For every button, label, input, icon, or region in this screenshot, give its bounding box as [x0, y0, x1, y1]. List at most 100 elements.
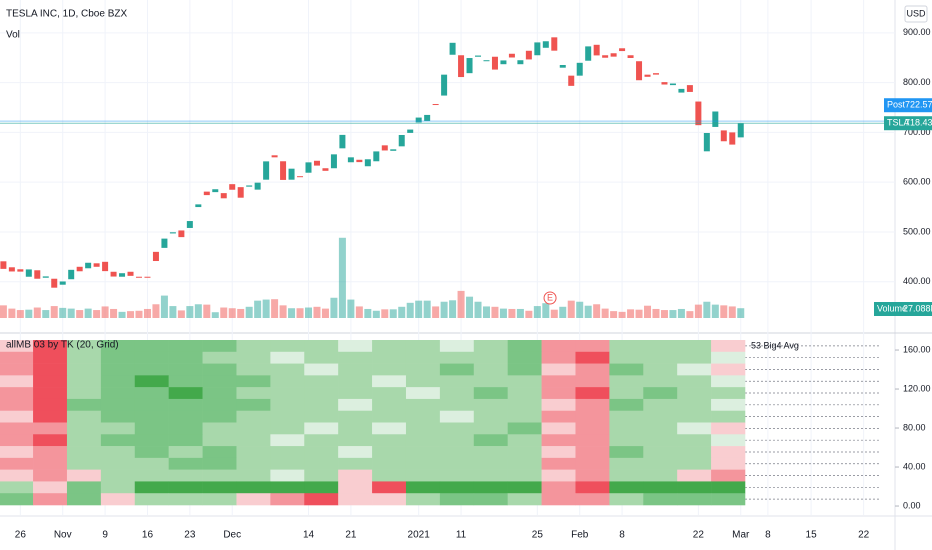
heat-cell — [507, 363, 542, 376]
last-name: TSLA — [887, 118, 910, 128]
heat-cell — [405, 446, 441, 459]
candle-body — [593, 44, 600, 56]
heat-cell — [66, 398, 102, 412]
volume-bar — [372, 310, 380, 318]
heat-cell — [473, 387, 508, 400]
heat-cell — [0, 493, 34, 506]
candle-body — [237, 187, 244, 198]
y-tick-label: 700.00 — [903, 127, 931, 137]
heat-cell — [643, 469, 678, 482]
heat-cell — [168, 398, 203, 412]
heat-cell — [168, 434, 203, 447]
heat-cell — [66, 375, 102, 388]
heat-cell — [575, 387, 610, 400]
x-tick-label: Mar — [732, 530, 750, 541]
heat-cell — [33, 469, 68, 482]
heat-cell — [168, 351, 203, 364]
heat-cell — [0, 363, 34, 376]
heat-cell — [304, 493, 339, 506]
volume-bar — [228, 308, 236, 318]
heat-cell — [507, 446, 542, 459]
heat-cell — [270, 493, 305, 506]
last-badge — [884, 116, 932, 131]
heat-cell — [33, 422, 68, 435]
candle-body — [322, 168, 329, 171]
heat-cell — [0, 398, 34, 412]
heat-cell — [643, 398, 678, 412]
volume-bar — [660, 310, 668, 318]
volume-bar — [220, 307, 228, 318]
heat-cell — [202, 493, 237, 506]
volume-bar — [313, 306, 321, 318]
heat-cell — [236, 434, 271, 447]
heatmap-tick-label: 160.00 — [903, 344, 931, 354]
heat-cell — [338, 434, 373, 447]
candle-body — [0, 261, 7, 269]
candle-body — [17, 269, 24, 272]
volume-bar — [127, 311, 135, 318]
heat-cell — [677, 375, 712, 388]
candle-body — [76, 266, 83, 272]
heat-cell — [643, 457, 678, 470]
heat-cell — [405, 340, 441, 353]
heat-cell — [711, 434, 746, 447]
heat-cell — [236, 410, 271, 423]
heat-cell — [541, 398, 576, 412]
candle-body — [627, 55, 634, 58]
heat-cell — [541, 493, 576, 506]
volume-bar — [101, 306, 109, 318]
candle-body — [525, 50, 532, 60]
heat-cell — [439, 351, 475, 364]
candle-body — [661, 82, 668, 85]
candle-body — [415, 117, 422, 123]
heat-cell — [405, 351, 441, 364]
heat-cell — [202, 422, 237, 435]
candle-body — [254, 182, 261, 190]
heat-cell — [405, 375, 441, 388]
volume-bar — [93, 310, 101, 318]
heat-cell — [100, 387, 136, 400]
heat-cell — [66, 493, 102, 506]
heat-cell — [338, 493, 373, 506]
heat-cell — [541, 363, 576, 376]
candle-body — [212, 189, 219, 193]
candle-body — [347, 157, 354, 163]
heat-cell — [677, 410, 712, 423]
candle-body — [390, 149, 397, 151]
heat-cell — [677, 481, 712, 494]
heat-cell — [507, 457, 542, 470]
heat-cell — [168, 340, 203, 353]
heat-cell — [202, 457, 237, 470]
heat-cell — [33, 387, 68, 400]
heat-cell — [575, 422, 610, 435]
candle-body — [610, 53, 617, 57]
heat-cell — [236, 481, 271, 494]
heatmap-title: allMB 03 by TK (20, Grid) — [6, 340, 119, 351]
volume-bar — [389, 309, 397, 318]
currency-box[interactable] — [904, 5, 928, 23]
heat-cell — [405, 422, 441, 435]
heat-cell — [100, 481, 136, 494]
heat-cell — [304, 398, 339, 412]
candle-body — [458, 55, 465, 78]
heat-cell — [677, 398, 712, 412]
heat-cell — [0, 410, 34, 423]
heat-cell — [372, 481, 407, 494]
earnings-icon — [543, 291, 557, 305]
currency[interactable]: USD — [906, 8, 926, 18]
heat-cell — [304, 363, 339, 376]
volume-bar — [169, 306, 177, 318]
volume-bar — [237, 308, 245, 318]
volume-bar — [245, 306, 253, 318]
volume-bar — [499, 308, 507, 318]
candle-body — [669, 83, 676, 86]
heat-cell — [677, 387, 712, 400]
heat-cell — [643, 410, 678, 423]
heat-cell — [168, 469, 203, 482]
heat-cell — [134, 493, 169, 506]
post-badge — [884, 98, 932, 113]
heat-cell — [643, 363, 678, 376]
candle-body — [178, 230, 185, 238]
heat-cell — [304, 434, 339, 447]
heat-cell — [473, 363, 508, 376]
